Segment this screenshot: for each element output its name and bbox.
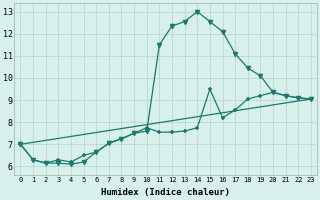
- X-axis label: Humidex (Indice chaleur): Humidex (Indice chaleur): [101, 188, 230, 197]
